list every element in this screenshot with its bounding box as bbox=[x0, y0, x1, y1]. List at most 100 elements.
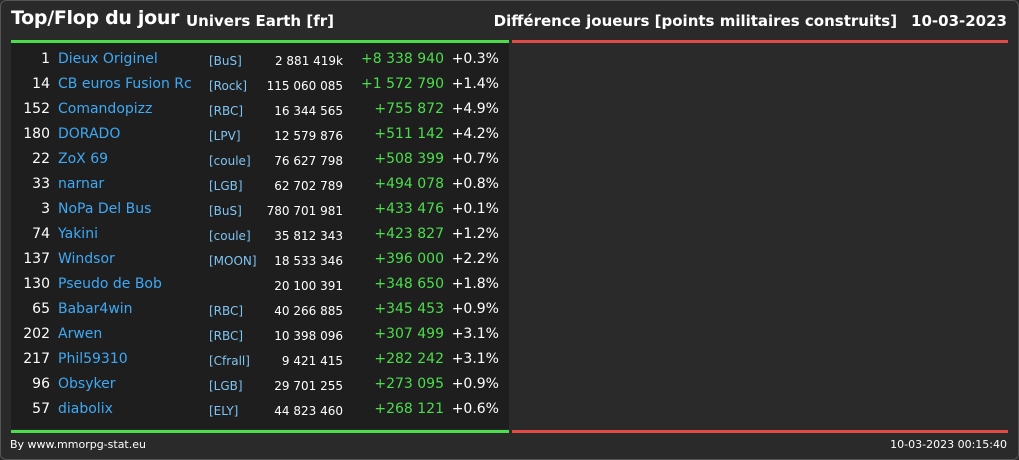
table-row: 74 Yakini [coule] 35 812 343 +423 827 +1.2% bbox=[11, 223, 509, 248]
points-difference: +273 095 bbox=[374, 376, 444, 392]
player-points: 2 881 419k bbox=[274, 54, 343, 68]
player-points: 35 812 343 bbox=[274, 229, 343, 243]
alliance-tag-link[interactable]: [RBC] bbox=[209, 104, 244, 118]
points-difference: +1 572 790 bbox=[361, 76, 444, 92]
percent-change: +1.8% bbox=[451, 276, 499, 292]
alliance-tag-link[interactable]: [Cfrall] bbox=[209, 354, 250, 368]
points-difference: +494 078 bbox=[374, 176, 444, 192]
percent-change: +0.6% bbox=[451, 401, 499, 417]
metric-label: Différence joueurs [points militaires co… bbox=[493, 12, 898, 30]
points-difference: +282 242 bbox=[374, 351, 444, 367]
alliance-tag-link[interactable]: [BuS] bbox=[209, 54, 242, 68]
player-name-link[interactable]: diabolix bbox=[58, 401, 113, 417]
alliance-tag-link[interactable]: [Rock] bbox=[209, 79, 248, 93]
table-row: 180 DORADO [LPV] 12 579 876 +511 142 +4.2% bbox=[11, 123, 509, 148]
player-points: 20 100 391 bbox=[274, 279, 343, 293]
player-rank: 57 bbox=[32, 401, 50, 417]
table-row: 96 Obsyker [LGB] 29 701 255 +273 095 +0.9% bbox=[11, 373, 509, 398]
player-points: 44 823 460 bbox=[274, 404, 343, 418]
percent-change: +1.2% bbox=[451, 226, 499, 242]
player-points: 780 701 981 bbox=[266, 204, 343, 218]
player-points: 10 398 096 bbox=[274, 329, 343, 343]
table-row: 217 Phil59310 [Cfrall] 9 421 415 +282 242 +3.… bbox=[11, 348, 509, 373]
points-difference: +508 399 bbox=[374, 151, 444, 167]
table-row: 202 Arwen [RBC] 10 398 096 +307 499 +3.1% bbox=[11, 323, 509, 348]
player-name-link[interactable]: Yakini bbox=[58, 226, 98, 242]
player-name-link[interactable]: ZoX 69 bbox=[58, 151, 109, 167]
player-rank: 1 bbox=[41, 51, 50, 67]
alliance-tag-link[interactable]: [RBC] bbox=[209, 329, 244, 343]
player-points: 9 421 415 bbox=[281, 354, 343, 368]
table-row: 33 narnar [LGB] 62 702 789 +494 078 +0.8% bbox=[11, 173, 509, 198]
points-difference: +511 142 bbox=[374, 126, 444, 142]
alliance-tag-link[interactable]: [MOON] bbox=[209, 254, 257, 268]
player-points: 12 579 876 bbox=[274, 129, 343, 143]
header-right: Différence joueurs [points militaires co… bbox=[494, 12, 1007, 30]
percent-change: +1.4% bbox=[451, 76, 499, 92]
player-name-link[interactable]: Babar4win bbox=[58, 301, 133, 317]
top-panel: 1 Dieux Originel [BuS] 2 881 419k +8 338 940… bbox=[11, 43, 509, 429]
page-title: Top/Flop du jour bbox=[11, 7, 180, 29]
percent-change: +0.3% bbox=[451, 51, 499, 67]
player-rank: 152 bbox=[23, 101, 50, 117]
alliance-tag-link[interactable]: [ELY] bbox=[209, 404, 239, 418]
player-name-link[interactable]: Pseudo de Bob bbox=[58, 276, 162, 292]
player-points: 115 060 085 bbox=[266, 79, 343, 93]
table-row: 137 Windsor [MOON] 18 533 346 +396 000 +2.2% bbox=[11, 248, 509, 273]
player-name-link[interactable]: CB euros Fusion Rc bbox=[58, 76, 192, 92]
top-list: 1 Dieux Originel [BuS] 2 881 419k +8 338 940… bbox=[11, 48, 509, 423]
player-points: 76 627 798 bbox=[274, 154, 343, 168]
player-name-link[interactable]: Comandopizz bbox=[58, 101, 153, 117]
alliance-tag-link[interactable]: [RBC] bbox=[209, 304, 244, 318]
player-points: 18 533 346 bbox=[274, 254, 343, 268]
points-difference: +348 650 bbox=[374, 276, 444, 292]
alliance-tag-link[interactable]: [LGB] bbox=[209, 379, 243, 393]
alliance-tag-link[interactable]: [LPV] bbox=[209, 129, 241, 143]
bottom-divider-red bbox=[512, 430, 1008, 433]
flop-panel bbox=[512, 43, 1008, 429]
player-name-link[interactable]: NoPa Del Bus bbox=[58, 201, 152, 217]
player-rank: 202 bbox=[23, 326, 50, 342]
table-row: 22 ZoX 69 [coule] 76 627 798 +508 399 +0.7% bbox=[11, 148, 509, 173]
percent-change: +2.2% bbox=[451, 251, 499, 267]
table-row: 3 NoPa Del Bus [BuS] 780 701 981 +433 476 +0.… bbox=[11, 198, 509, 223]
player-rank: 130 bbox=[23, 276, 50, 292]
percent-change: +0.8% bbox=[451, 176, 499, 192]
player-rank: 74 bbox=[32, 226, 50, 242]
player-rank: 180 bbox=[23, 126, 50, 142]
player-rank: 14 bbox=[32, 76, 50, 92]
alliance-tag-link[interactable]: [BuS] bbox=[209, 204, 242, 218]
percent-change: +4.9% bbox=[451, 101, 499, 117]
percent-change: +0.7% bbox=[451, 151, 499, 167]
bottom-divider-green bbox=[11, 430, 509, 433]
player-rank: 217 bbox=[23, 351, 50, 367]
player-name-link[interactable]: Windsor bbox=[58, 251, 115, 267]
player-name-link[interactable]: narnar bbox=[58, 176, 105, 192]
player-points: 29 701 255 bbox=[274, 379, 343, 393]
percent-change: +3.1% bbox=[451, 326, 499, 342]
percent-change: +0.9% bbox=[451, 301, 499, 317]
points-difference: +307 499 bbox=[374, 326, 444, 342]
alliance-tag-link[interactable]: [coule] bbox=[209, 154, 251, 168]
player-rank: 137 bbox=[23, 251, 50, 267]
alliance-tag-link[interactable]: [LGB] bbox=[209, 179, 243, 193]
player-name-link[interactable]: Obsyker bbox=[58, 376, 116, 392]
points-difference: +755 872 bbox=[374, 101, 444, 117]
player-rank: 33 bbox=[32, 176, 50, 192]
player-rank: 96 bbox=[32, 376, 50, 392]
player-rank: 65 bbox=[32, 301, 50, 317]
points-difference: +423 827 bbox=[374, 226, 444, 242]
player-rank: 22 bbox=[32, 151, 50, 167]
percent-change: +4.2% bbox=[451, 126, 499, 142]
player-points: 40 266 885 bbox=[274, 304, 343, 318]
universe-label: Univers Earth [fr] bbox=[186, 12, 334, 30]
points-difference: +433 476 bbox=[374, 201, 444, 217]
player-name-link[interactable]: Dieux Originel bbox=[58, 51, 158, 67]
header-date: 10-03-2023 bbox=[911, 12, 1007, 30]
player-name-link[interactable]: DORADO bbox=[58, 126, 121, 142]
table-row: 130 Pseudo de Bob 20 100 391 +348 650 +1.8% bbox=[11, 273, 509, 298]
player-name-link[interactable]: Arwen bbox=[58, 326, 103, 342]
player-name-link[interactable]: Phil59310 bbox=[58, 351, 128, 367]
percent-change: +0.9% bbox=[451, 376, 499, 392]
alliance-tag-link[interactable]: [coule] bbox=[209, 229, 251, 243]
